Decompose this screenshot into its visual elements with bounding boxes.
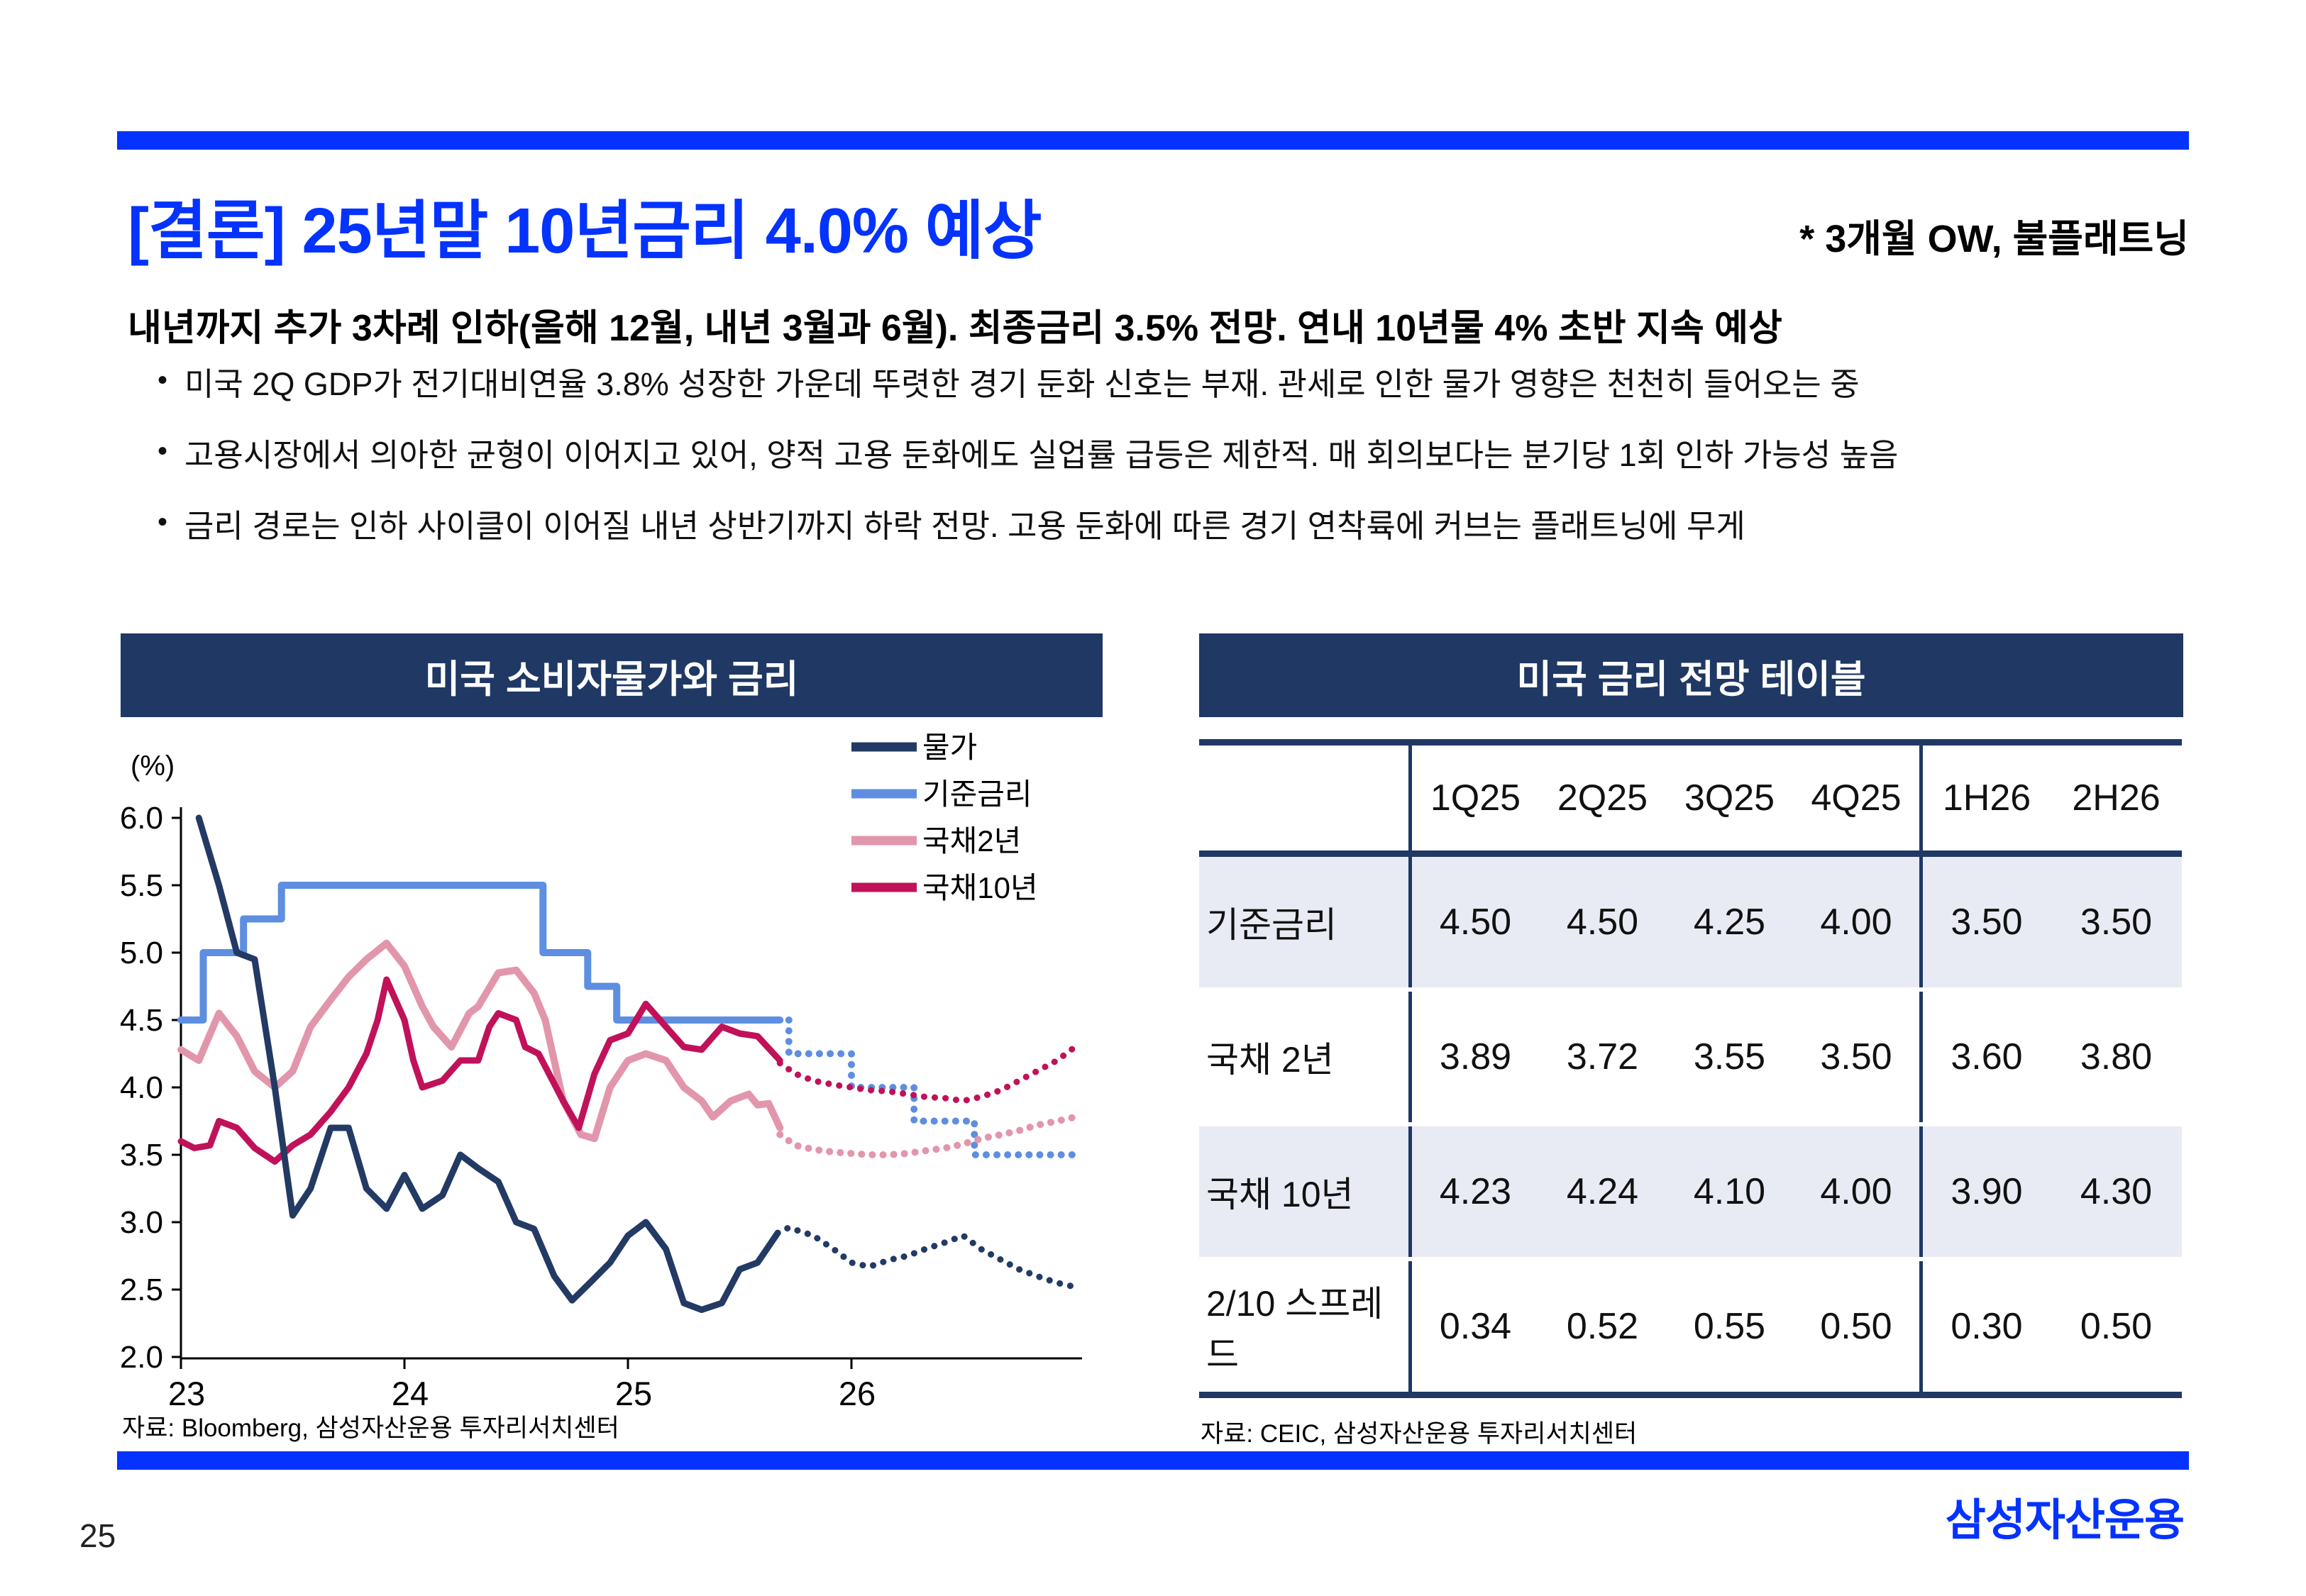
table-cell: 0.50 — [1820, 1306, 1892, 1347]
table-cell: 3.89 — [1439, 1036, 1512, 1077]
series-국채2년-forecast — [776, 1113, 1078, 1158]
table-column-header: 1H26 — [1919, 746, 2051, 850]
table-column-header: 2Q25 — [1557, 777, 1648, 819]
table-cell: 4.00 — [1793, 857, 1919, 987]
x-tick-label: 23 — [168, 1375, 205, 1412]
table-cell: 0.55 — [1693, 1306, 1766, 1347]
bullet-glyph: • — [158, 365, 168, 396]
forecast-table: 1Q25 2Q25 3Q25 4Q25 1H26 2H26 기준금리 4.50 4.50 4.25… — [1199, 739, 2182, 1398]
y-tick-label: 6.0 — [121, 801, 163, 836]
header-note: * 3개월 OW, 불플래트닝 — [1799, 218, 2189, 260]
bullet-item: • 금리 경로는 인하 사이클이 이어질 내년 상반기까지 하락 전망. 고용 둔… — [158, 500, 1898, 571]
table-cell: 3.80 — [2080, 1036, 2153, 1077]
bullet-glyph: • — [158, 436, 168, 467]
table-rule — [1199, 850, 2182, 857]
table-cell: 0.52 — [1566, 1306, 1639, 1347]
table-cell: 4.50 — [1539, 857, 1666, 987]
series-기준금리-solid — [177, 882, 784, 1024]
table-column-header: 4Q25 — [1811, 777, 1902, 819]
series-물가-forecast — [774, 1224, 1078, 1290]
table-cell: 3.50 — [2051, 857, 2182, 987]
table-cell: 4.25 — [1666, 857, 1793, 987]
table-corner-cell — [1199, 746, 1412, 850]
y-tick-label: 4.0 — [121, 1070, 163, 1105]
summary-headline: 내년까지 추가 3차례 인하(올해 12월, 내년 3월과 6월). 최종금리 … — [128, 308, 1782, 349]
chart-panel-title: 미국 소비자물가와 금리 — [121, 633, 1103, 717]
y-tick-label: 3.5 — [121, 1138, 163, 1173]
table-row-label: 2/10 스프레드 — [1199, 1261, 1412, 1392]
top-accent-bar — [117, 131, 2189, 150]
table-cell: 0.30 — [1919, 1261, 2051, 1392]
series-국채2년-solid — [177, 939, 784, 1143]
table-cell: 4.23 — [1412, 1126, 1539, 1257]
x-tick-label: 24 — [392, 1375, 429, 1412]
series-물가-solid — [195, 814, 781, 1313]
table-cell: 0.34 — [1439, 1306, 1512, 1347]
legend-label-물가: 물가 — [922, 731, 977, 764]
series-기준금리-forecast — [785, 1016, 1078, 1158]
table-cell: 3.55 — [1693, 1036, 1766, 1077]
bullet-text: 미국 2Q GDP가 전기대비연율 3.8% 성장한 가운데 뚜렷한 경기 둔화… — [184, 366, 1860, 402]
table-panel-title: 미국 금리 전망 테이블 — [1199, 633, 2183, 717]
table-cell: 4.24 — [1539, 1126, 1666, 1257]
y-tick-label: 4.5 — [121, 1003, 163, 1038]
table-cell: 3.90 — [1919, 1126, 2051, 1257]
bullet-text: 금리 경로는 인하 사이클이 이어질 내년 상반기까지 하락 전망. 고용 둔화… — [184, 508, 1745, 544]
bullet-item: • 미국 2Q GDP가 전기대비연율 3.8% 성장한 가운데 뚜렷한 경기 둔… — [158, 358, 1898, 429]
table-header: 1Q25 2Q25 3Q25 4Q25 1H26 2H26 — [1199, 746, 2182, 850]
table-row: 국채 10년 4.23 4.24 4.10 4.00 3.90 4.30 — [1199, 1126, 2182, 1257]
table-column-header: 3Q25 — [1684, 777, 1775, 819]
bottom-accent-bar — [117, 1451, 2189, 1470]
legend-label-국채2년: 국채2년 — [922, 824, 1021, 858]
table-source: 자료: CEIC, 삼성자산운용 투자리서치센터 — [1201, 1420, 1638, 1448]
bullet-text: 고용시장에서 의아한 균형이 이어지고 있어, 양적 고용 둔화에도 실업률 급… — [184, 437, 1899, 473]
y-axis-unit: (%) — [131, 750, 175, 782]
y-tick-label: 3.0 — [121, 1205, 163, 1240]
table-cell: 4.10 — [1666, 1126, 1793, 1257]
table-cell: 3.50 — [1820, 1036, 1892, 1077]
legend-label-기준금리: 기준금리 — [922, 777, 1032, 811]
table-cell: 0.50 — [2080, 1306, 2153, 1347]
table-row: 국채 2년 3.89 3.72 3.55 3.50 3.60 3.80 — [1199, 992, 2182, 1122]
page-title: [결론] 25년말 10년금리 4.0% 예상 — [128, 196, 1042, 267]
series-국채10년-solid — [177, 976, 783, 1165]
legend-label-국채10년: 국채10년 — [922, 871, 1038, 904]
series-국채10년-forecast — [776, 1043, 1078, 1104]
table-cell: 3.50 — [1919, 857, 2051, 987]
cpi-rates-chart: (%) 2.0 2.5 3.0 3.5 4.0 4.5 5.0 5.5 6.0 23 24 25 26 물가… — [121, 731, 1082, 1412]
table-row-label: 국채 2년 — [1199, 992, 1412, 1122]
company-logo: 삼성자산운용 — [1945, 1496, 2185, 1545]
table-rule — [1199, 739, 2182, 746]
y-tick-label: 5.5 — [121, 868, 163, 903]
table-header-row: 1Q25 2Q25 3Q25 4Q25 1H26 2H26 — [1199, 746, 2182, 850]
table-row-label: 기준금리 — [1199, 857, 1412, 987]
table-body: 기준금리 4.50 4.50 4.25 4.00 3.50 3.50 국채 2년 3.89 3.7… — [1199, 857, 2182, 1392]
table-cell: 4.50 — [1412, 857, 1539, 987]
table-column-header: 2H26 — [2072, 777, 2161, 819]
table-rule — [1199, 1392, 2182, 1398]
table-row: 기준금리 4.50 4.50 4.25 4.00 3.50 3.50 — [1199, 857, 2182, 987]
table-column-header: 1Q25 — [1430, 777, 1521, 819]
bullet-glyph: • — [158, 506, 168, 538]
table-cell: 3.72 — [1566, 1036, 1639, 1077]
table-cell: 3.60 — [1919, 992, 2051, 1122]
chart-source: 자료: Bloomberg, 삼성자산운용 투자리서치센터 — [122, 1414, 619, 1442]
page-number: 25 — [79, 1517, 116, 1554]
bullet-list: • 미국 2Q GDP가 전기대비연율 3.8% 성장한 가운데 뚜렷한 경기 둔… — [158, 358, 1898, 571]
table-cell: 4.30 — [2051, 1126, 2182, 1257]
bullet-item: • 고용시장에서 의아한 균형이 이어지고 있어, 양적 고용 둔화에도 실업률 … — [158, 429, 1898, 500]
table-row: 2/10 스프레드 0.34 0.52 0.55 0.50 0.30 0.50 — [1199, 1261, 2182, 1392]
y-tick-label: 5.0 — [121, 936, 163, 970]
y-tick-label: 2.5 — [121, 1273, 163, 1307]
table-cell: 4.00 — [1793, 1126, 1919, 1257]
x-tick-label: 25 — [615, 1375, 652, 1412]
x-tick-label: 26 — [839, 1375, 876, 1412]
y-tick-label: 2.0 — [121, 1340, 163, 1375]
table-row-label: 국채 10년 — [1199, 1126, 1412, 1257]
